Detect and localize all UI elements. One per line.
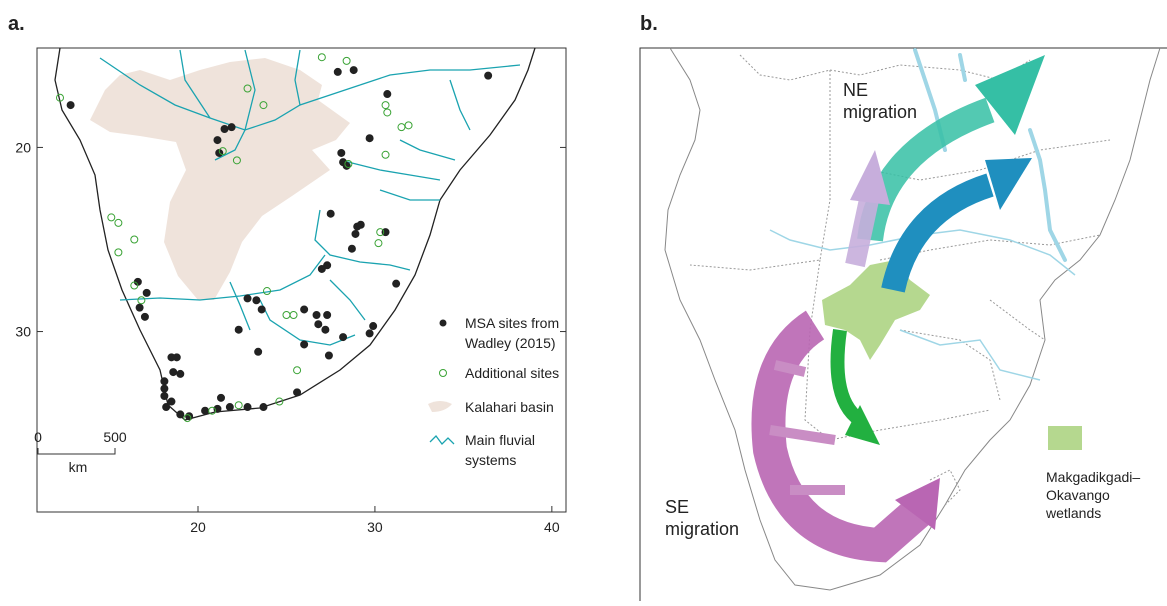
y-tick-label: 30 bbox=[15, 324, 31, 340]
site bbox=[322, 326, 329, 333]
site bbox=[244, 404, 251, 411]
site bbox=[235, 326, 242, 333]
map-label: migration bbox=[665, 519, 739, 539]
legend-label: Okavango bbox=[1046, 487, 1110, 503]
site bbox=[313, 311, 320, 318]
legend-label: Additional sites bbox=[465, 365, 559, 381]
site bbox=[221, 126, 228, 133]
site bbox=[485, 72, 492, 79]
site bbox=[340, 334, 347, 341]
figure: a. MSA sites from Wadley (2015) Addition… bbox=[0, 0, 1167, 601]
site bbox=[334, 68, 341, 75]
site bbox=[161, 393, 168, 400]
site bbox=[315, 321, 322, 328]
map-label: migration bbox=[843, 102, 917, 122]
x-tick-label: 40 bbox=[544, 519, 560, 535]
site bbox=[318, 265, 325, 272]
legend-label: Main fluvial bbox=[465, 432, 535, 448]
site bbox=[348, 245, 355, 252]
site bbox=[343, 162, 350, 169]
site bbox=[173, 354, 180, 361]
site bbox=[168, 398, 175, 405]
x-tick-label: 30 bbox=[367, 519, 383, 535]
legend-label: MSA sites from bbox=[465, 315, 559, 331]
site bbox=[324, 311, 331, 318]
site bbox=[136, 304, 143, 311]
map-label: SE bbox=[665, 497, 689, 517]
site bbox=[161, 378, 168, 385]
site bbox=[214, 137, 221, 144]
site bbox=[325, 352, 332, 359]
scale-label: 0 bbox=[34, 429, 42, 445]
site bbox=[141, 313, 148, 320]
site bbox=[294, 389, 301, 396]
site bbox=[301, 306, 308, 313]
map-label: NE bbox=[843, 80, 868, 100]
site bbox=[366, 135, 373, 142]
legend-label: Wadley (2015) bbox=[465, 335, 556, 351]
site bbox=[260, 404, 267, 411]
scale-label: 500 bbox=[103, 429, 127, 445]
page: {"panel_a": { "label": "a.", "xlim": [10… bbox=[0, 0, 1167, 601]
site bbox=[163, 404, 170, 411]
site bbox=[338, 149, 345, 156]
site bbox=[186, 413, 193, 420]
scale-unit: km bbox=[69, 459, 88, 475]
site bbox=[366, 330, 373, 337]
site bbox=[170, 369, 177, 376]
site bbox=[177, 370, 184, 377]
site bbox=[370, 323, 377, 330]
site bbox=[67, 102, 74, 109]
legend-symbol bbox=[440, 320, 447, 327]
legend-symbol bbox=[1048, 426, 1082, 450]
site bbox=[357, 221, 364, 228]
site bbox=[202, 407, 209, 414]
site bbox=[253, 297, 260, 304]
legend-label: Kalahari basin bbox=[465, 399, 554, 415]
site bbox=[350, 67, 357, 74]
site bbox=[228, 124, 235, 131]
site bbox=[255, 348, 262, 355]
site bbox=[258, 306, 265, 313]
panel-label: a. bbox=[8, 13, 25, 35]
site bbox=[226, 404, 233, 411]
site bbox=[218, 394, 225, 401]
panel-label: b. bbox=[640, 13, 658, 35]
site bbox=[352, 230, 359, 237]
site bbox=[161, 385, 168, 392]
site bbox=[384, 91, 391, 98]
legend-label: wetlands bbox=[1045, 505, 1101, 521]
y-tick-label: 20 bbox=[15, 139, 31, 155]
site bbox=[244, 295, 251, 302]
legend-label: systems bbox=[465, 452, 516, 468]
site bbox=[177, 411, 184, 418]
site bbox=[143, 289, 150, 296]
x-tick-label: 20 bbox=[190, 519, 206, 535]
site bbox=[301, 341, 308, 348]
site bbox=[327, 210, 334, 217]
site bbox=[393, 280, 400, 287]
legend-label: Makgadikgadi– bbox=[1046, 469, 1140, 485]
